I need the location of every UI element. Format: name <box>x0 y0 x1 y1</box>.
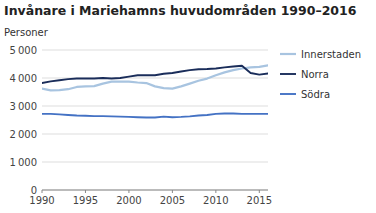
legend-label: Södra <box>301 89 330 100</box>
legend-swatch <box>280 53 296 55</box>
x-axis: 1990 1995 2000 2005 2010 2015 <box>29 190 272 206</box>
legend-label: Norra <box>301 69 329 80</box>
x-tick-label: 2005 <box>160 195 185 206</box>
x-tick-label: 2015 <box>247 195 272 206</box>
y-tick-label: 0 <box>31 185 37 196</box>
x-tick <box>172 190 173 193</box>
x-tick <box>128 190 129 193</box>
grid-line <box>42 134 268 135</box>
grid-line <box>42 50 268 51</box>
y-tick-label: 3 000 <box>10 101 37 112</box>
x-tick <box>42 190 43 193</box>
y-tick-label: 5 000 <box>10 45 37 56</box>
x-tick-label: 2010 <box>203 195 228 206</box>
legend-swatch <box>280 73 296 75</box>
x-tick-label: 1990 <box>29 195 54 206</box>
series-group <box>42 65 268 117</box>
y-tick-label: 1 000 <box>10 157 37 168</box>
x-tick-label: 2000 <box>116 195 141 206</box>
chart-container: Invånare i Mariehamns huvudområden 1990–… <box>0 0 376 213</box>
y-axis-label: Personer <box>4 27 49 38</box>
x-tick <box>85 190 86 193</box>
chart-svg: Invånare i Mariehamns huvudområden 1990–… <box>0 0 376 213</box>
y-tick-label: 4 000 <box>10 73 37 84</box>
series-line <box>42 65 268 90</box>
x-tick <box>259 190 260 193</box>
legend-label: Innerstaden <box>301 49 361 60</box>
y-tick-label: 2 000 <box>10 129 37 140</box>
legend-swatch <box>280 93 296 95</box>
grid-line <box>42 190 268 191</box>
x-tick <box>215 190 216 193</box>
series-line <box>42 66 268 83</box>
legend: Innerstaden Norra Södra <box>280 49 361 100</box>
series-line <box>42 114 268 118</box>
x-axis-line <box>42 190 268 191</box>
x-tick-label: 1995 <box>73 195 98 206</box>
y-axis: 0 1 000 2 000 3 000 4 000 5 000 <box>10 45 268 196</box>
title: Invånare i Mariehamns huvudområden 1990–… <box>4 3 357 18</box>
grid-line <box>42 162 268 163</box>
grid-line <box>42 106 268 107</box>
